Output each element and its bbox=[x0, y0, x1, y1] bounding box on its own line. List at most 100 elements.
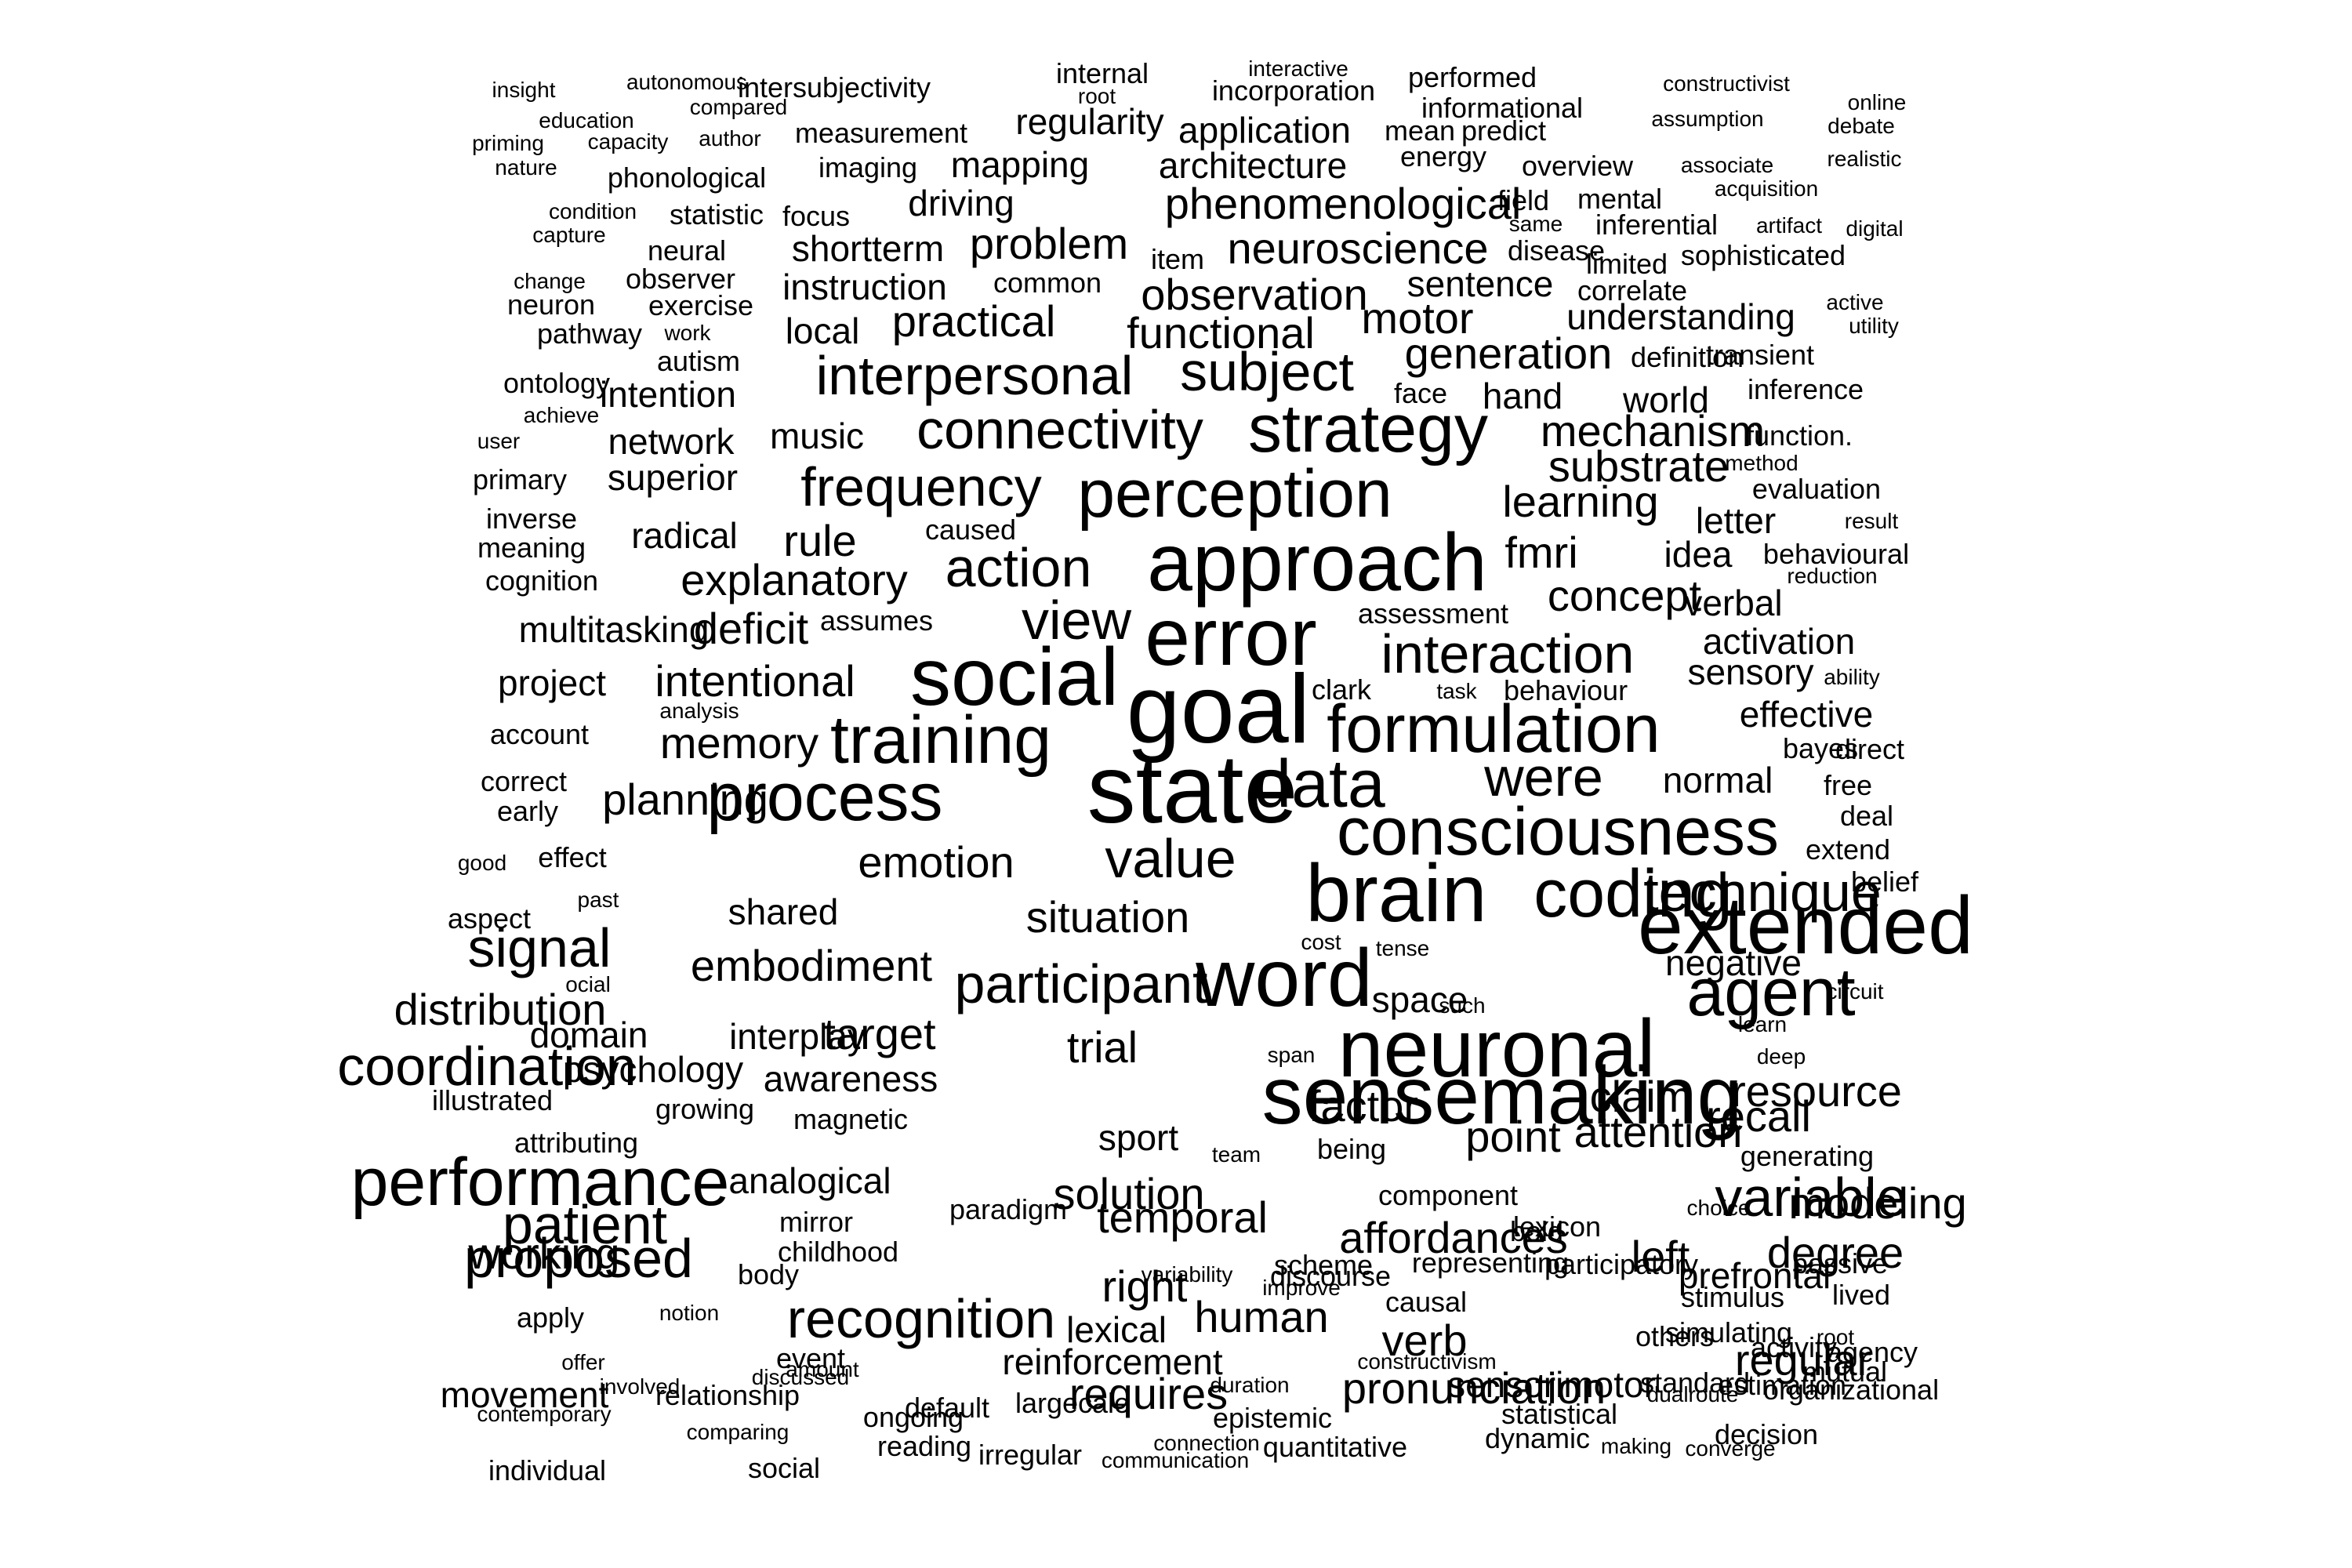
cloud-word: root bbox=[1077, 84, 1116, 108]
cloud-word: reinforcement bbox=[1002, 1341, 1223, 1382]
cloud-word: regularity bbox=[1015, 101, 1164, 142]
cloud-word: mechanism bbox=[1540, 406, 1766, 456]
cloud-word: ontology bbox=[503, 367, 611, 399]
cloud-word: apply bbox=[516, 1301, 585, 1334]
cloud-word: caused bbox=[924, 514, 1017, 546]
cloud-word: human bbox=[1194, 1292, 1329, 1341]
cloud-word: common bbox=[993, 267, 1102, 299]
cloud-word: degree bbox=[1766, 1228, 1904, 1277]
cloud-word: point bbox=[1465, 1112, 1561, 1161]
cloud-word: largecale bbox=[1014, 1387, 1131, 1419]
cloud-word: formulation bbox=[1327, 691, 1661, 767]
cloud-word: intentional bbox=[655, 656, 855, 706]
cloud-word: hand bbox=[1482, 376, 1563, 416]
cloud-word: childhood bbox=[777, 1236, 899, 1268]
cloud-word: quantitative bbox=[1262, 1431, 1408, 1463]
cloud-word: performance bbox=[350, 1145, 730, 1220]
cloud-word: relationship bbox=[655, 1379, 800, 1411]
cloud-word: signal bbox=[467, 917, 612, 978]
cloud-word: sensorimotor bbox=[1447, 1364, 1656, 1405]
cloud-word: assumes bbox=[819, 604, 934, 637]
cloud-word: application bbox=[1178, 110, 1351, 151]
cloud-word: approach bbox=[1147, 517, 1487, 608]
cloud-word: prefrontal bbox=[1678, 1255, 1831, 1296]
cloud-word: motor bbox=[1361, 293, 1474, 343]
cloud-word: coordination bbox=[337, 1036, 637, 1097]
cloud-word: neuroscience bbox=[1227, 223, 1489, 273]
cloud-word: understanding bbox=[1566, 296, 1795, 337]
cloud-word: strategy bbox=[1248, 391, 1488, 466]
cloud-word: interaction bbox=[1381, 623, 1635, 684]
cloud-word: interactive bbox=[1248, 56, 1348, 81]
cloud-word: being bbox=[1316, 1133, 1387, 1165]
cloud-word: effect bbox=[538, 841, 607, 873]
cloud-word: explanatory bbox=[681, 555, 908, 604]
cloud-word: informational bbox=[1421, 92, 1584, 124]
cloud-word: data bbox=[1254, 746, 1385, 822]
cloud-word: recall bbox=[1706, 1091, 1811, 1141]
cloud-word: value bbox=[1105, 828, 1236, 889]
cloud-word: lived bbox=[1831, 1279, 1891, 1311]
cloud-word: attributing bbox=[514, 1127, 639, 1159]
cloud-word: user bbox=[477, 429, 521, 453]
cloud-word: meaning bbox=[477, 532, 586, 564]
cloud-word: body bbox=[737, 1258, 800, 1290]
cloud-word: aspect bbox=[447, 902, 532, 935]
cloud-word: word bbox=[1196, 933, 1373, 1024]
cloud-word: temporal bbox=[1097, 1192, 1268, 1242]
cloud-word: offer bbox=[561, 1350, 605, 1374]
cloud-word: affordances bbox=[1339, 1213, 1568, 1262]
cloud-word: amount bbox=[786, 1357, 859, 1381]
cloud-word: achieve bbox=[523, 403, 600, 427]
cloud-word: constructivist bbox=[1663, 71, 1790, 96]
cloud-word: verbal bbox=[1684, 583, 1783, 623]
cloud-word: correct bbox=[480, 765, 568, 797]
cloud-word: sensory bbox=[1687, 652, 1814, 692]
cloud-word: digital bbox=[1846, 216, 1904, 241]
cloud-word: overview bbox=[1521, 150, 1634, 182]
cloud-word: network bbox=[608, 421, 735, 462]
cloud-word: scheme bbox=[1273, 1249, 1374, 1281]
cloud-word: mirror bbox=[779, 1206, 853, 1238]
cloud-word: compared bbox=[689, 95, 788, 119]
cloud-word: training bbox=[829, 702, 1052, 778]
cloud-word: statistical bbox=[1501, 1398, 1618, 1430]
cloud-word: component bbox=[1377, 1179, 1519, 1211]
cloud-word: deficit bbox=[693, 604, 809, 653]
cloud-word: constructivism bbox=[1357, 1349, 1497, 1374]
cloud-word: inverse bbox=[485, 503, 578, 535]
cloud-word: stimulus bbox=[1680, 1281, 1785, 1313]
cloud-word: process bbox=[706, 760, 943, 835]
cloud-word: making bbox=[1600, 1434, 1672, 1458]
cloud-word: modeling bbox=[1788, 1178, 1967, 1228]
cloud-word: illustrated bbox=[431, 1084, 554, 1116]
cloud-word: condition bbox=[548, 199, 637, 223]
cloud-word: action bbox=[945, 537, 1092, 598]
cloud-word: neuron bbox=[506, 289, 596, 321]
cloud-word: social bbox=[910, 632, 1119, 723]
cloud-word: individual bbox=[488, 1454, 607, 1486]
cloud-word: inference bbox=[1747, 373, 1864, 405]
cloud-word: artifact bbox=[1755, 213, 1823, 238]
cloud-word: awareness bbox=[763, 1058, 938, 1099]
cloud-word: problem bbox=[969, 219, 1129, 268]
cloud-word: interpersonal bbox=[815, 345, 1134, 406]
cloud-word: passive bbox=[1791, 1247, 1889, 1279]
cloud-word: event bbox=[775, 1342, 846, 1374]
cloud-word: shared bbox=[728, 891, 839, 932]
cloud-word: such bbox=[1439, 993, 1486, 1018]
cloud-word: internal bbox=[1055, 57, 1149, 89]
cloud-word: root bbox=[1816, 1325, 1855, 1349]
cloud-word: choice bbox=[1686, 1196, 1751, 1220]
cloud-word: discourse bbox=[1269, 1260, 1392, 1292]
cloud-word: world bbox=[1623, 379, 1709, 420]
cloud-word: nature bbox=[495, 155, 557, 180]
cloud-word: past bbox=[577, 887, 619, 912]
cloud-word: disease bbox=[1507, 234, 1606, 267]
cloud-word: others bbox=[1635, 1320, 1715, 1352]
cloud-word: observer bbox=[625, 263, 736, 295]
cloud-word: learn bbox=[1737, 1012, 1788, 1036]
cloud-word: emotion bbox=[858, 837, 1014, 887]
cloud-word: involved bbox=[599, 1374, 681, 1399]
cloud-word: idea bbox=[1664, 534, 1733, 575]
